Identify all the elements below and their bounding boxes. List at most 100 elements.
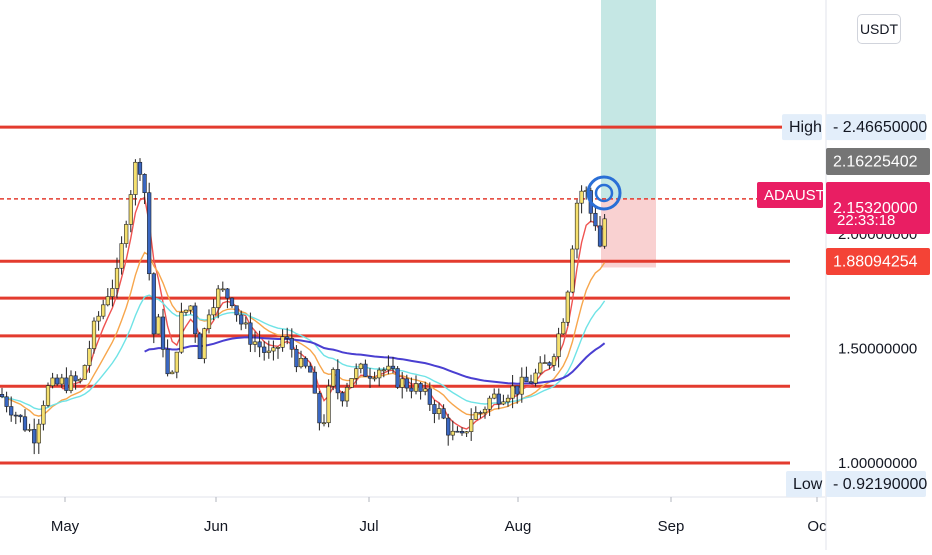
candle-down[interactable] bbox=[234, 305, 239, 316]
candle-up[interactable] bbox=[91, 320, 97, 349]
candle-down[interactable] bbox=[289, 338, 294, 350]
candle-up[interactable] bbox=[87, 348, 92, 366]
candle-down[interactable] bbox=[418, 383, 423, 392]
candle-up[interactable] bbox=[211, 307, 216, 316]
candle-down[interactable] bbox=[294, 348, 299, 368]
candle-up[interactable] bbox=[266, 350, 271, 353]
candle-up[interactable] bbox=[519, 376, 524, 395]
candle-down[interactable] bbox=[317, 392, 322, 424]
candle-up[interactable] bbox=[271, 347, 276, 352]
candle-up[interactable] bbox=[78, 378, 83, 382]
candle-up[interactable] bbox=[542, 362, 547, 364]
candle-down[interactable] bbox=[257, 341, 262, 348]
candle-down[interactable] bbox=[151, 273, 156, 335]
candle-down[interactable] bbox=[478, 412, 483, 414]
candle-up[interactable] bbox=[473, 412, 478, 420]
candle-down[interactable] bbox=[229, 297, 235, 307]
candle-up[interactable] bbox=[174, 351, 179, 373]
candle-up[interactable] bbox=[216, 288, 221, 308]
candle-up[interactable] bbox=[372, 377, 377, 380]
candle-down[interactable] bbox=[165, 349, 170, 375]
candle-down[interactable] bbox=[303, 357, 308, 367]
candle-up[interactable] bbox=[326, 385, 331, 424]
candle-up[interactable] bbox=[551, 356, 557, 366]
candle-down[interactable] bbox=[446, 417, 451, 436]
candle-up[interactable] bbox=[114, 267, 120, 289]
candle-down[interactable] bbox=[308, 365, 313, 373]
candle-down[interactable] bbox=[142, 174, 147, 194]
candle-up[interactable] bbox=[183, 309, 189, 313]
candle-down[interactable] bbox=[395, 368, 400, 388]
candle-up[interactable] bbox=[206, 314, 212, 329]
high-name-tag[interactable]: High bbox=[782, 114, 822, 141]
candle-up[interactable] bbox=[220, 288, 225, 291]
candle-up[interactable] bbox=[358, 363, 363, 370]
candle-down[interactable] bbox=[390, 365, 396, 369]
candle-down[interactable] bbox=[312, 371, 317, 394]
candle-down[interactable] bbox=[55, 377, 60, 385]
candle-down[interactable] bbox=[285, 336, 290, 339]
candle-down[interactable] bbox=[32, 429, 37, 444]
candle-up[interactable] bbox=[133, 161, 138, 195]
last-name-tag[interactable]: ADAUST bbox=[757, 182, 825, 208]
candle-down[interactable] bbox=[239, 314, 244, 325]
candle-up[interactable] bbox=[331, 369, 336, 387]
candle-down[interactable] bbox=[404, 378, 409, 389]
candle-up[interactable] bbox=[487, 397, 492, 410]
candle-up[interactable] bbox=[156, 316, 161, 335]
candle-up[interactable] bbox=[188, 305, 193, 311]
candle-up[interactable] bbox=[321, 422, 327, 425]
red-level-tag[interactable]: 1.88094254 bbox=[826, 248, 930, 275]
candle-up[interactable] bbox=[505, 397, 511, 403]
candle-up[interactable] bbox=[381, 369, 386, 372]
candle-up[interactable] bbox=[579, 190, 584, 204]
candle-down[interactable] bbox=[4, 396, 9, 407]
candle-up[interactable] bbox=[243, 322, 248, 325]
candle-up[interactable] bbox=[570, 248, 575, 293]
candle-up[interactable] bbox=[128, 194, 133, 225]
low-value-tag[interactable]: - 0.92190000 bbox=[826, 471, 927, 497]
candle-down[interactable] bbox=[193, 305, 198, 335]
candle-up[interactable] bbox=[105, 296, 110, 306]
candle-up[interactable] bbox=[413, 383, 419, 392]
candle-up[interactable] bbox=[202, 328, 207, 360]
candle-up[interactable] bbox=[45, 385, 51, 406]
candle-down[interactable] bbox=[0, 393, 5, 398]
candle-down[interactable] bbox=[197, 333, 202, 360]
candle-down[interactable] bbox=[22, 416, 28, 431]
candle-up[interactable] bbox=[400, 378, 405, 388]
candle-up[interactable] bbox=[538, 362, 543, 374]
candle-down[interactable] bbox=[593, 212, 598, 227]
candle-down[interactable] bbox=[137, 161, 143, 175]
candle-down[interactable] bbox=[459, 431, 465, 434]
candle-down[interactable] bbox=[528, 381, 534, 384]
candle-up[interactable] bbox=[124, 224, 129, 244]
candle-up[interactable] bbox=[170, 371, 175, 375]
candle-up[interactable] bbox=[36, 423, 41, 444]
candle-down[interactable] bbox=[432, 404, 437, 414]
candle-down[interactable] bbox=[335, 369, 340, 394]
candle-up[interactable] bbox=[179, 312, 184, 353]
candle-up[interactable] bbox=[510, 385, 515, 399]
candle-up[interactable] bbox=[82, 365, 87, 380]
candle-up[interactable] bbox=[464, 431, 469, 434]
candle-down[interactable] bbox=[248, 322, 253, 345]
candle-up[interactable] bbox=[252, 341, 258, 345]
candle-up[interactable] bbox=[436, 408, 442, 414]
candle-down[interactable] bbox=[73, 375, 78, 382]
candle-down[interactable] bbox=[441, 408, 446, 419]
candle-up[interactable] bbox=[354, 368, 359, 379]
candle-up[interactable] bbox=[386, 365, 391, 371]
candle-up[interactable] bbox=[565, 291, 570, 323]
candle-up[interactable] bbox=[50, 377, 55, 387]
high-value-tag[interactable]: - 2.46650000 bbox=[826, 114, 927, 141]
candle-up[interactable] bbox=[574, 202, 580, 250]
candle-down[interactable] bbox=[547, 362, 552, 366]
candle-down[interactable] bbox=[18, 414, 23, 418]
candle-up[interactable] bbox=[349, 378, 354, 388]
candle-up[interactable] bbox=[469, 419, 474, 432]
candle-down[interactable] bbox=[225, 288, 230, 299]
candle-down[interactable] bbox=[64, 377, 69, 391]
